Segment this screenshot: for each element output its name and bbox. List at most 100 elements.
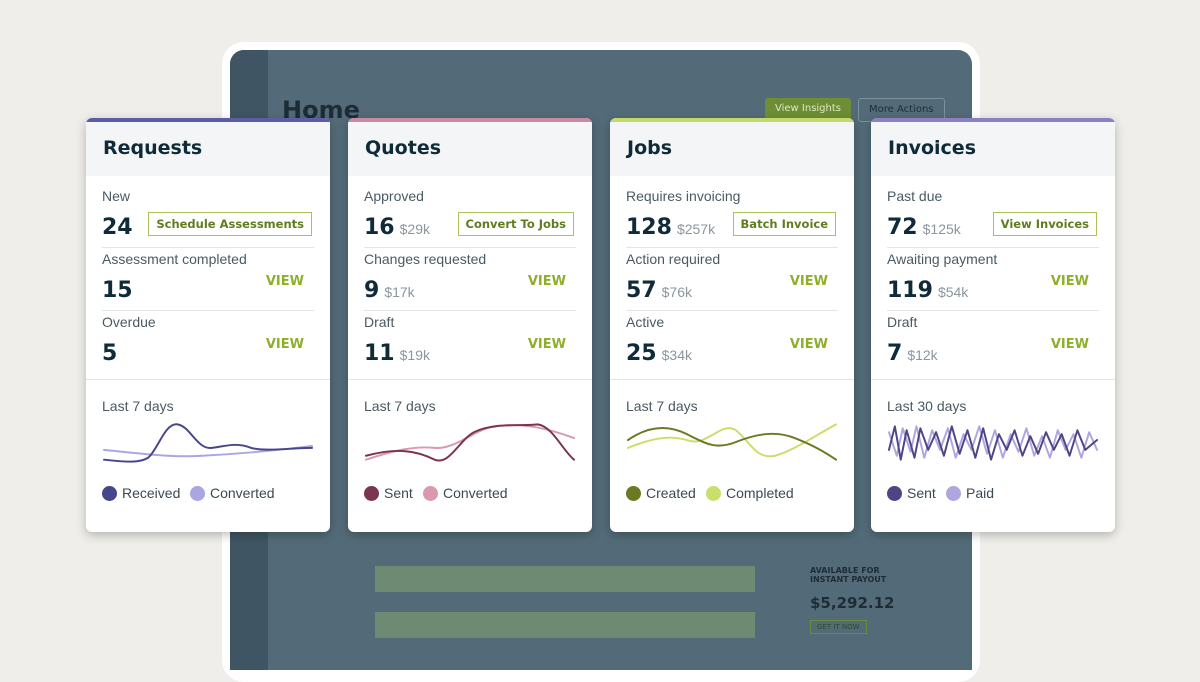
count-value: 119 xyxy=(887,278,933,303)
count-value: 128 xyxy=(626,215,672,240)
row-label: New xyxy=(102,188,131,204)
legend-dot xyxy=(364,485,379,501)
card-title: Requests xyxy=(103,137,203,159)
row-count: 25 $34k xyxy=(626,341,692,366)
row-count: 5 xyxy=(102,341,117,366)
legend-item: Sent xyxy=(364,485,413,501)
count-value: 15 xyxy=(102,278,133,303)
divider xyxy=(626,310,838,311)
legend-dot xyxy=(190,485,205,501)
count-value: 24 xyxy=(102,215,133,240)
period-label: Last 7 days xyxy=(364,398,436,414)
amount-value: $54k xyxy=(937,284,969,300)
divider xyxy=(86,379,330,380)
legend-dot xyxy=(102,485,117,501)
row-count: 9 $17k xyxy=(364,278,415,303)
legend-label: Created xyxy=(646,485,696,501)
count-value: 9 xyxy=(364,278,380,303)
view-link[interactable]: VIEW xyxy=(789,337,828,352)
count-value: 5 xyxy=(102,341,118,366)
count-value: 7 xyxy=(887,341,903,366)
view-link[interactable]: VIEW xyxy=(1050,274,1089,289)
card-header xyxy=(610,122,854,176)
count-value: 72 xyxy=(887,215,918,240)
divider xyxy=(348,379,592,380)
view-insights-button[interactable]: View Insights xyxy=(765,98,852,120)
view-link[interactable]: VIEW xyxy=(527,337,566,352)
amount-value: $29k xyxy=(399,221,430,237)
action-button[interactable]: Batch Invoice xyxy=(732,212,836,236)
divider xyxy=(102,247,314,248)
count-value: 16 xyxy=(364,215,395,240)
amount-value: $125k xyxy=(922,221,961,237)
view-link[interactable]: VIEW xyxy=(265,337,304,352)
sparkline-path xyxy=(364,424,576,461)
view-link[interactable]: VIEW xyxy=(789,274,828,289)
payout-button[interactable]: GET IT NOW xyxy=(810,620,867,634)
row-count: 15 xyxy=(102,278,133,303)
divider xyxy=(364,247,576,248)
sparkline xyxy=(364,423,576,462)
amount-value: $34k xyxy=(661,347,692,363)
amount-value: $19k xyxy=(399,347,430,363)
sparkline-path xyxy=(364,423,576,462)
divider xyxy=(871,379,1115,380)
row-count: 119 $54k xyxy=(887,278,968,303)
action-button[interactable]: Convert To Jobs xyxy=(457,212,574,236)
row-label: Requires invoicing xyxy=(626,188,741,204)
count-value: 25 xyxy=(626,341,657,366)
legend-dot xyxy=(626,485,641,501)
sparkline xyxy=(102,423,314,463)
sparkline-path xyxy=(887,425,1099,459)
row-count: 128 $257k xyxy=(626,215,715,240)
schedule-row xyxy=(375,612,755,638)
accent-bar xyxy=(871,118,1115,122)
card-title: Jobs xyxy=(627,137,673,159)
legend-label: Completed xyxy=(726,485,794,501)
count-value: 11 xyxy=(364,341,395,366)
sparkline-path xyxy=(887,425,1099,461)
summary-card: Jobs Requires invoicing 128 $257k Batch Invo… xyxy=(610,118,854,532)
count-value: 57 xyxy=(626,278,657,303)
amount-value: $12k xyxy=(907,347,938,363)
card-header xyxy=(348,122,592,176)
legend-item: Sent xyxy=(887,485,936,501)
view-link[interactable]: VIEW xyxy=(265,274,304,289)
row-label: Assessment completed xyxy=(102,251,247,267)
legend-item: Created xyxy=(626,485,696,501)
legend-label: Converted xyxy=(443,485,508,501)
action-button[interactable]: View Invoices xyxy=(992,212,1097,236)
accent-bar xyxy=(610,118,854,122)
row-label: Approved xyxy=(364,188,424,204)
summary-card: Requests New 24 Schedule Assessments Assessm… xyxy=(86,118,330,532)
view-link[interactable]: VIEW xyxy=(1050,337,1089,352)
period-label: Last 7 days xyxy=(626,398,698,414)
divider xyxy=(364,310,576,311)
sparkline xyxy=(626,423,838,461)
row-count: 11 $19k xyxy=(364,341,430,366)
row-count: 7 $12k xyxy=(887,341,938,366)
legend-label: Received xyxy=(122,485,181,501)
row-label: Changes requested xyxy=(364,251,487,267)
legend-label: Sent xyxy=(907,485,936,501)
legend-dot xyxy=(423,485,438,501)
accent-bar xyxy=(348,118,592,122)
legend-label: Converted xyxy=(210,485,275,501)
row-label: Draft xyxy=(364,314,395,330)
view-link[interactable]: VIEW xyxy=(527,274,566,289)
page: Home View Insights More Actions AVAILABL… xyxy=(86,42,1115,682)
sparkline-path xyxy=(102,423,314,463)
action-button[interactable]: Schedule Assessments xyxy=(148,212,312,236)
payout-amount: $5,292.12 xyxy=(810,594,895,612)
row-label: Overdue xyxy=(102,314,156,330)
accent-bar xyxy=(86,118,330,122)
summary-card: Invoices Past due 72 $125k View Invoices Awai… xyxy=(871,118,1115,532)
divider xyxy=(610,379,854,380)
legend-label: Sent xyxy=(384,485,413,501)
legend-dot xyxy=(887,485,902,501)
card-title: Invoices xyxy=(888,137,977,159)
sparkline-path xyxy=(626,423,838,458)
sparkline-path xyxy=(626,427,838,461)
period-label: Last 30 days xyxy=(887,398,967,414)
dashboard-background: Home View Insights More Actions AVAILABL… xyxy=(230,50,972,670)
